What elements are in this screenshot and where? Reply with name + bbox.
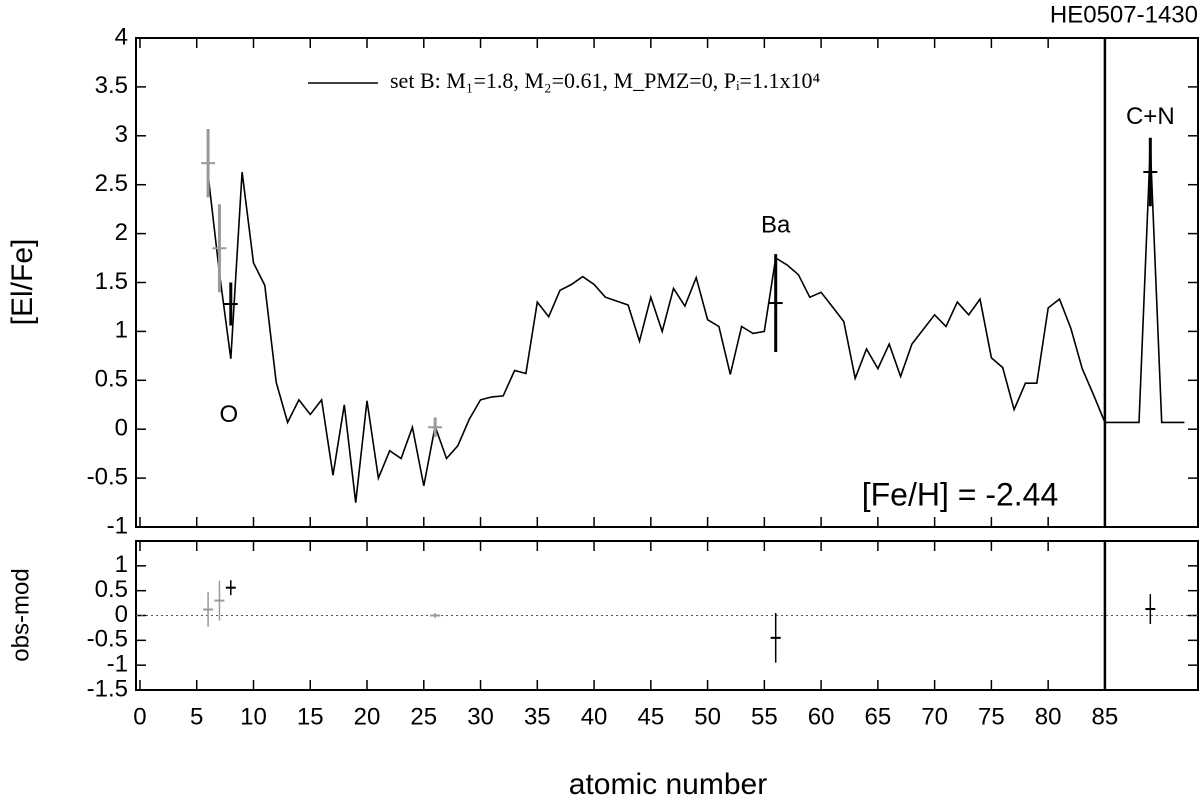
y-axis-label: [El/Fe] bbox=[6, 239, 39, 326]
y-tick-label: 0 bbox=[115, 601, 128, 628]
y-tick-label: -1 bbox=[107, 512, 128, 539]
y-axis-label: obs-mod bbox=[7, 568, 34, 661]
y-tick-label: 1 bbox=[115, 551, 128, 578]
x-tick-label: 45 bbox=[637, 703, 664, 730]
y-tick-label: -1 bbox=[107, 651, 128, 678]
y-tick-label: 3 bbox=[115, 121, 128, 148]
y-tick-label: -0.5 bbox=[87, 626, 128, 653]
y-tick-label: 0 bbox=[115, 415, 128, 442]
x-tick-label: 15 bbox=[297, 703, 324, 730]
annotation: C+N bbox=[1126, 103, 1175, 130]
x-tick-label: 10 bbox=[240, 703, 267, 730]
legend-label: set B: M₁=1.8, M₂=0.61, M_PMZ=0, Pᵢ=1.1x… bbox=[390, 68, 820, 93]
x-tick-label: 5 bbox=[190, 703, 203, 730]
y-tick-label: 0.5 bbox=[95, 576, 128, 603]
x-axis-label: atomic number bbox=[569, 768, 767, 801]
annotation: O bbox=[219, 401, 238, 428]
x-tick-label: 65 bbox=[865, 703, 892, 730]
x-tick-label: 25 bbox=[410, 703, 437, 730]
x-tick-label: 40 bbox=[581, 703, 608, 730]
x-tick-label: 30 bbox=[467, 703, 494, 730]
x-tick-label: 55 bbox=[751, 703, 778, 730]
x-tick-label: 0 bbox=[133, 703, 146, 730]
y-tick-label: -0.5 bbox=[87, 463, 128, 490]
x-tick-label: 20 bbox=[354, 703, 381, 730]
y-tick-label: 2.5 bbox=[95, 170, 128, 197]
x-tick-label: 70 bbox=[921, 703, 948, 730]
y-tick-label: 1 bbox=[115, 317, 128, 344]
x-tick-label: 35 bbox=[524, 703, 551, 730]
plot-frame bbox=[135, 37, 1199, 528]
x-tick-label: 50 bbox=[694, 703, 721, 730]
x-tick-label: 60 bbox=[808, 703, 835, 730]
x-tick-label: 80 bbox=[1035, 703, 1062, 730]
x-tick-label: 75 bbox=[978, 703, 1005, 730]
annotation: [Fe/H] = -2.44 bbox=[862, 476, 1059, 512]
annotation: Ba bbox=[761, 211, 791, 238]
y-tick-label: 0.5 bbox=[95, 366, 128, 393]
y-tick-label: 4 bbox=[115, 23, 128, 50]
y-tick-label: 3.5 bbox=[95, 72, 128, 99]
x-tick-label: 85 bbox=[1092, 703, 1119, 730]
model-line bbox=[207, 145, 1185, 503]
y-tick-label: 1.5 bbox=[95, 268, 128, 295]
y-tick-label: 2 bbox=[115, 219, 128, 246]
y-tick-label: -1.5 bbox=[87, 675, 128, 702]
chart-title: HE0507-1430 bbox=[1050, 1, 1198, 28]
